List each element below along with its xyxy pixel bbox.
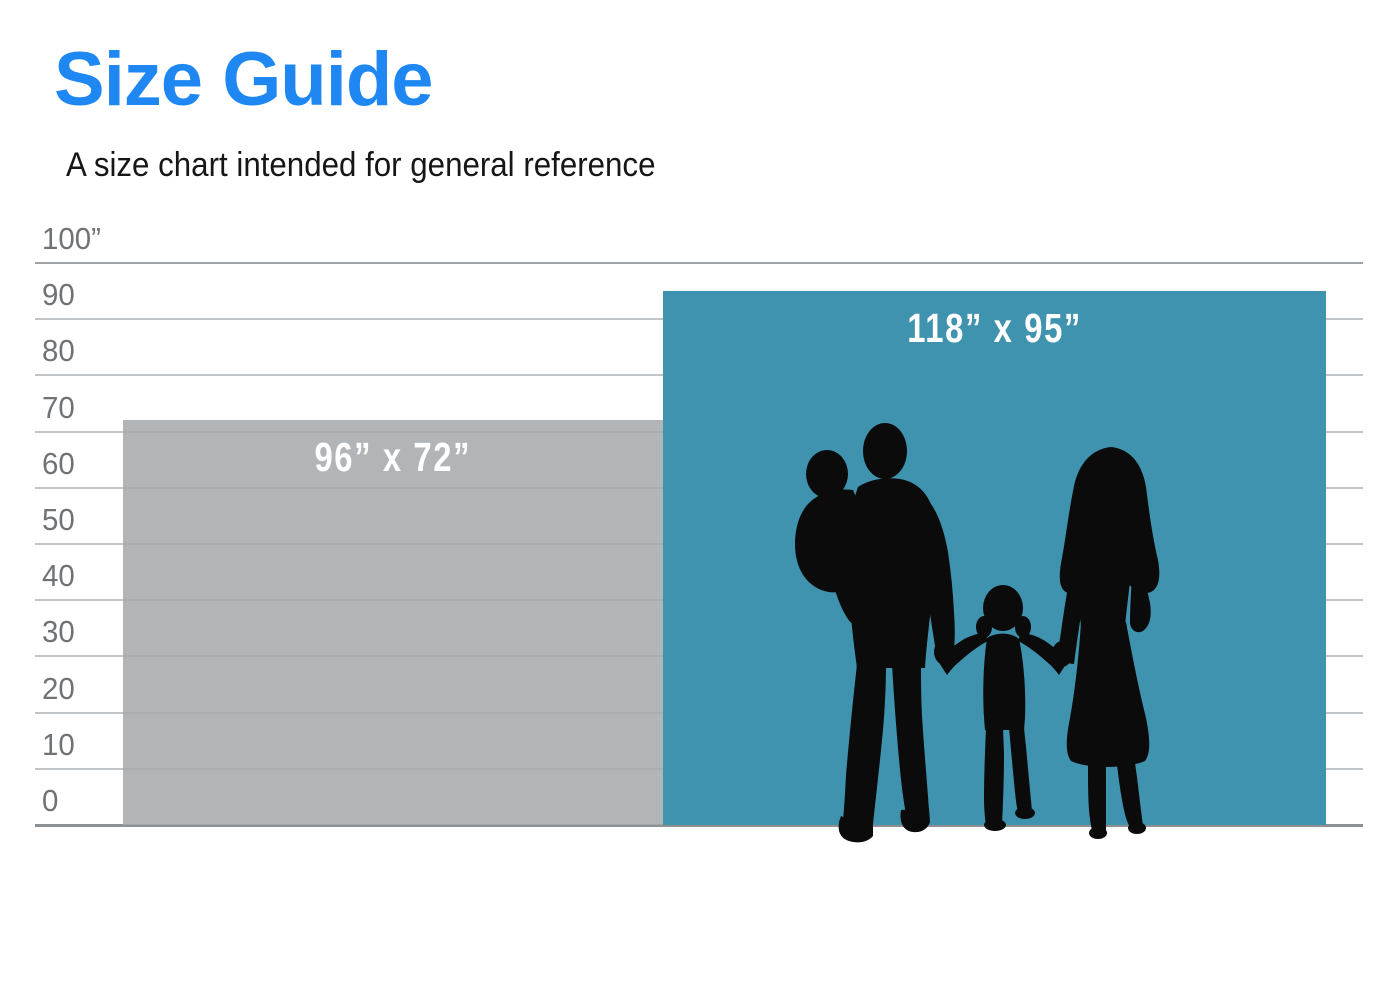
woman-figure [1052, 447, 1160, 839]
man-figure [838, 423, 956, 843]
tick-label-20: 20 [42, 670, 75, 706]
tick-label-60: 60 [42, 445, 75, 481]
tick-label-90: 90 [42, 277, 75, 313]
gridline-0 [35, 824, 1363, 827]
bar-small-label: 96” x 72” [314, 434, 472, 481]
tick-label-30: 30 [42, 614, 75, 650]
girl-figure [938, 585, 1068, 831]
toddler-figure [795, 450, 892, 628]
tick-label-0: 0 [42, 783, 59, 818]
tick-label-40: 40 [42, 558, 75, 594]
page-title: Size Guide [54, 37, 434, 122]
tick-label-10: 10 [42, 726, 75, 762]
tick-label-100: 100” [42, 221, 101, 256]
tick-label-70: 70 [42, 389, 75, 425]
gridline-100 [35, 262, 1363, 264]
page-subtitle: A size chart intended for general refere… [66, 146, 656, 184]
family-silhouette-icon [795, 423, 1160, 843]
tick-label-50: 50 [42, 502, 75, 537]
bar-large-label: 118” x 95” [906, 305, 1082, 352]
tick-label-80: 80 [42, 333, 75, 369]
bar-small: 96” x 72” [123, 420, 663, 825]
